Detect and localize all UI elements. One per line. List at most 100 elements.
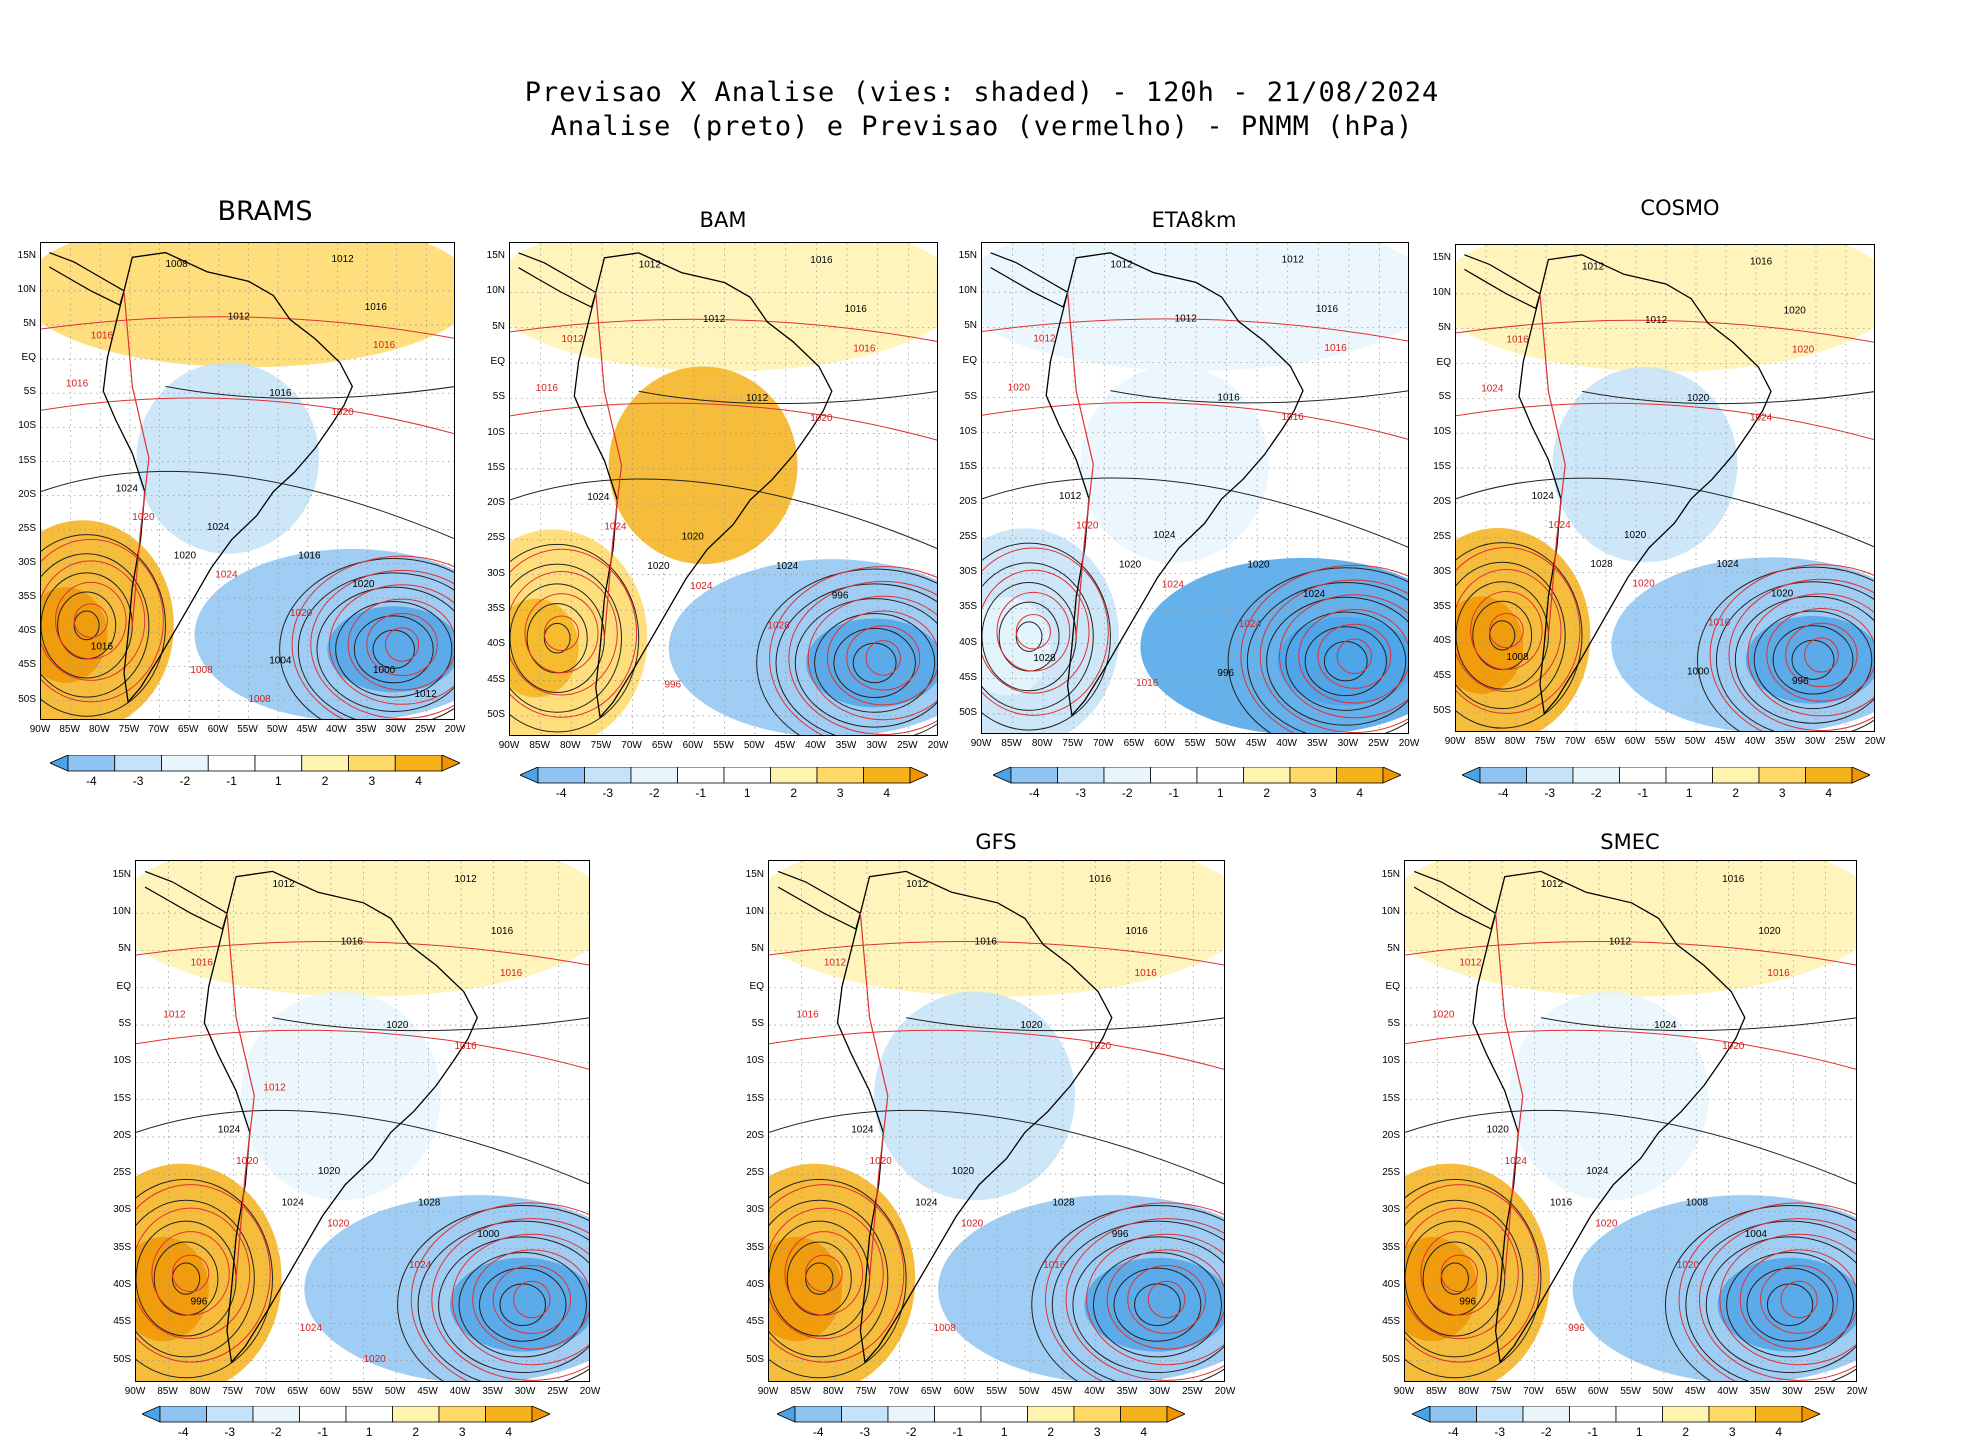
contour-label-forecast: 1020 xyxy=(1432,1010,1455,1021)
lat-tick-label: 25S xyxy=(113,1167,131,1179)
contour-label-forecast: 1020 xyxy=(327,1218,350,1229)
isobar-analysis xyxy=(1715,581,1874,731)
contour-label-analysis: 1012 xyxy=(1282,255,1305,266)
isobar-analysis xyxy=(479,1267,567,1342)
contour-label-analysis: 1012 xyxy=(703,314,726,325)
colorbar-segment xyxy=(161,754,209,772)
bias-map: 1012 1012 1012 1016 1016 1012 1024 1020 1020 1024… xyxy=(981,242,1409,734)
isobar-forecast xyxy=(310,569,454,719)
lon-tick-label: 45W xyxy=(774,740,796,751)
lon-tick-label: 40W xyxy=(1744,736,1766,747)
isobar-forecast xyxy=(1259,579,1408,733)
colorbar-segment xyxy=(934,1405,982,1423)
lon-tick-label: 60W xyxy=(319,1386,341,1397)
contour-label-analysis: 1020 xyxy=(1487,1124,1510,1135)
isobar-forecast xyxy=(347,598,454,691)
isobar-forecast xyxy=(1678,1202,1856,1381)
colorbar-segment xyxy=(1196,766,1244,784)
contour-label-forecast: 996 xyxy=(1568,1323,1585,1334)
colorbar-label: 3 xyxy=(459,1425,466,1439)
contour-label-analysis: 1016 xyxy=(1550,1198,1573,1209)
contour-label-analysis: 1008 xyxy=(1506,652,1529,663)
lat-tick-label: 15S xyxy=(959,460,977,472)
contour-label-analysis: 1024 xyxy=(1586,1166,1609,1177)
lon-tick-label: 70W xyxy=(1523,1386,1544,1397)
contour-label-forecast: 1016 xyxy=(536,383,559,394)
bias-region-tropics xyxy=(41,243,454,368)
lat-tick-label: 15S xyxy=(18,454,36,466)
isobar-analysis xyxy=(833,627,916,698)
isobar-analysis xyxy=(982,562,1094,711)
colorbar-segment xyxy=(301,754,349,772)
contour-label-forecast: 1024 xyxy=(1239,619,1262,630)
isobar-analysis xyxy=(982,477,1408,548)
isobar-forecast xyxy=(769,1184,905,1363)
lon-tick-label: 30W xyxy=(1804,736,1826,747)
colorbar-label: 3 xyxy=(1094,1425,1101,1439)
colorbar-segment xyxy=(980,1405,1028,1423)
isobar-analysis xyxy=(1440,1262,1469,1295)
lon-tick-label: 55W xyxy=(1654,736,1676,747)
isobar-forecast xyxy=(291,555,454,719)
isobar-analysis xyxy=(1405,1109,1856,1185)
colorbar-label: -4 xyxy=(813,1425,824,1439)
isobar-analysis xyxy=(543,622,571,654)
contour-label-analysis: 1016 xyxy=(1316,304,1339,315)
contour-label-analysis: 1024 xyxy=(915,1198,938,1209)
colorbar-label: -1 xyxy=(952,1425,963,1439)
contour-label-analysis: 1028 xyxy=(418,1198,441,1209)
lat-tick-label: 10S xyxy=(1382,1055,1400,1067)
isobar-forecast xyxy=(1015,613,1051,650)
colorbar-label: 1 xyxy=(744,786,751,800)
lon-tick-label: 25W xyxy=(547,1386,568,1397)
lon-tick-label: 85W xyxy=(790,1386,811,1397)
isobar-forecast xyxy=(1698,1218,1856,1381)
lon-tick-label: 30W xyxy=(1782,1386,1803,1397)
contour-label-forecast: 1024 xyxy=(409,1260,432,1271)
contour-label-forecast: 1016 xyxy=(1136,678,1159,689)
lon-tick-label: 20W xyxy=(1398,738,1420,749)
contour-label-analysis: 1012 xyxy=(415,689,438,700)
isobar-forecast xyxy=(510,402,937,441)
contour-label-analysis: 1016 xyxy=(91,641,114,652)
lon-tick-label: 55W xyxy=(986,1386,1007,1397)
isobar-forecast xyxy=(136,1207,251,1340)
lat-tick-label: 25S xyxy=(746,1167,764,1179)
colorbar-segment xyxy=(677,766,725,784)
isobar-forecast xyxy=(136,941,589,966)
lon-tick-label: 45W xyxy=(1684,1386,1706,1397)
lat-tick-label: 5S xyxy=(964,390,977,402)
colorbar-label: 1 xyxy=(366,1425,373,1439)
contour-label-forecast: 1012 xyxy=(1459,957,1482,968)
isobar-forecast xyxy=(1405,1207,1519,1340)
isobar-analysis xyxy=(1285,611,1407,711)
bias-region-tropics xyxy=(1405,861,1856,997)
contour-label-analysis: 996 xyxy=(1792,676,1809,687)
isobar-analysis xyxy=(1734,595,1874,724)
isobar-forecast xyxy=(826,610,937,706)
colorbar-label: 3 xyxy=(837,786,844,800)
isobar-forecast xyxy=(510,318,937,342)
isobar-forecast xyxy=(1489,612,1524,649)
isobar-forecast xyxy=(451,1233,589,1366)
colorbar-segment xyxy=(252,1405,300,1423)
lat-tick-label: 50S xyxy=(487,708,505,720)
lon-tick-label: 40W xyxy=(449,1386,471,1397)
lat-tick-label: 50S xyxy=(18,693,36,705)
lat-tick-label: 40S xyxy=(1382,1279,1400,1291)
lon-tick-label: 50W xyxy=(1652,1386,1674,1397)
lon-tick-label: 85W xyxy=(1474,736,1496,747)
lon-tick-label: 45W xyxy=(1245,738,1267,749)
isobar-analysis xyxy=(756,568,937,735)
contour-label-forecast: 1016 xyxy=(1282,412,1305,423)
lat-tick-label: 20S xyxy=(487,497,505,509)
contour-label-analysis: 1016 xyxy=(365,302,388,313)
isobar-analysis xyxy=(1753,610,1873,710)
lon-tick-label: 75W xyxy=(590,740,612,751)
colorbar-label: 3 xyxy=(1310,786,1317,800)
lon-tick-label: 45W xyxy=(1051,1386,1073,1397)
lon-tick-label: 80W xyxy=(1504,736,1526,747)
andes-isobars xyxy=(1539,293,1566,636)
colorbar-label: 2 xyxy=(790,786,797,800)
lon-tick-label: 60W xyxy=(682,740,704,751)
